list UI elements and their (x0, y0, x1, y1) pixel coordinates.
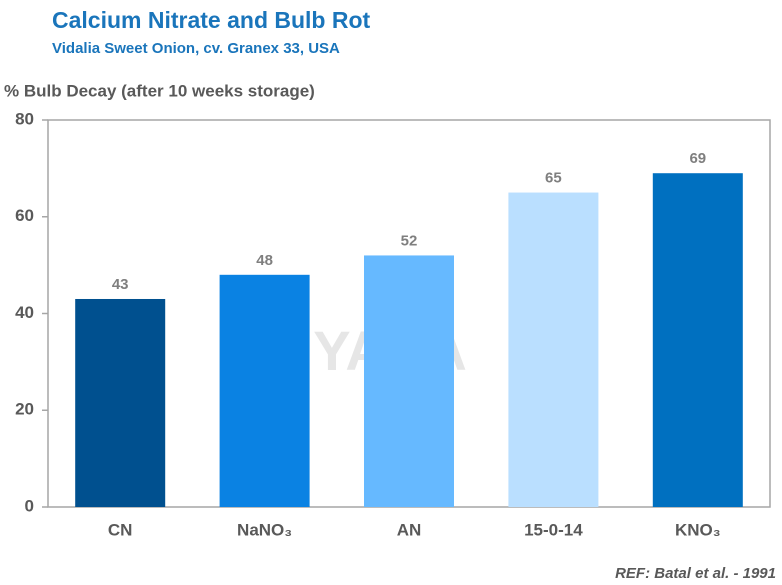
bar (364, 255, 454, 507)
x-tick-label: AN (397, 520, 422, 539)
chart-subtitle: Vidalia Sweet Onion, cv. Granex 33, USA (52, 40, 340, 57)
reference: REF: Batal et al. - 1991 (615, 565, 776, 582)
y-axis-label: % Bulb Decay (after 10 weeks storage) (4, 81, 315, 100)
value-label: 43 (112, 276, 129, 293)
value-label: 65 (545, 170, 562, 187)
value-label: 52 (401, 232, 418, 249)
chart-title: Calcium Nitrate and Bulb Rot (52, 7, 371, 33)
value-label: 48 (256, 252, 273, 269)
bar (219, 274, 310, 507)
bar (508, 192, 599, 507)
x-tick-label: CN (108, 520, 133, 539)
bar (652, 173, 743, 507)
y-tick-label: 0 (25, 496, 34, 515)
x-tick-label: NaNO₃ (237, 520, 292, 539)
bar (75, 298, 166, 507)
x-tick-label: 15-0-14 (524, 520, 583, 539)
x-tick-label: KNO₃ (675, 520, 721, 539)
value-label: 69 (689, 150, 706, 167)
y-tick-label: 60 (15, 206, 34, 225)
y-tick-label: 40 (15, 303, 34, 322)
y-tick-label: 20 (15, 400, 34, 419)
y-tick-label: 80 (15, 109, 34, 128)
